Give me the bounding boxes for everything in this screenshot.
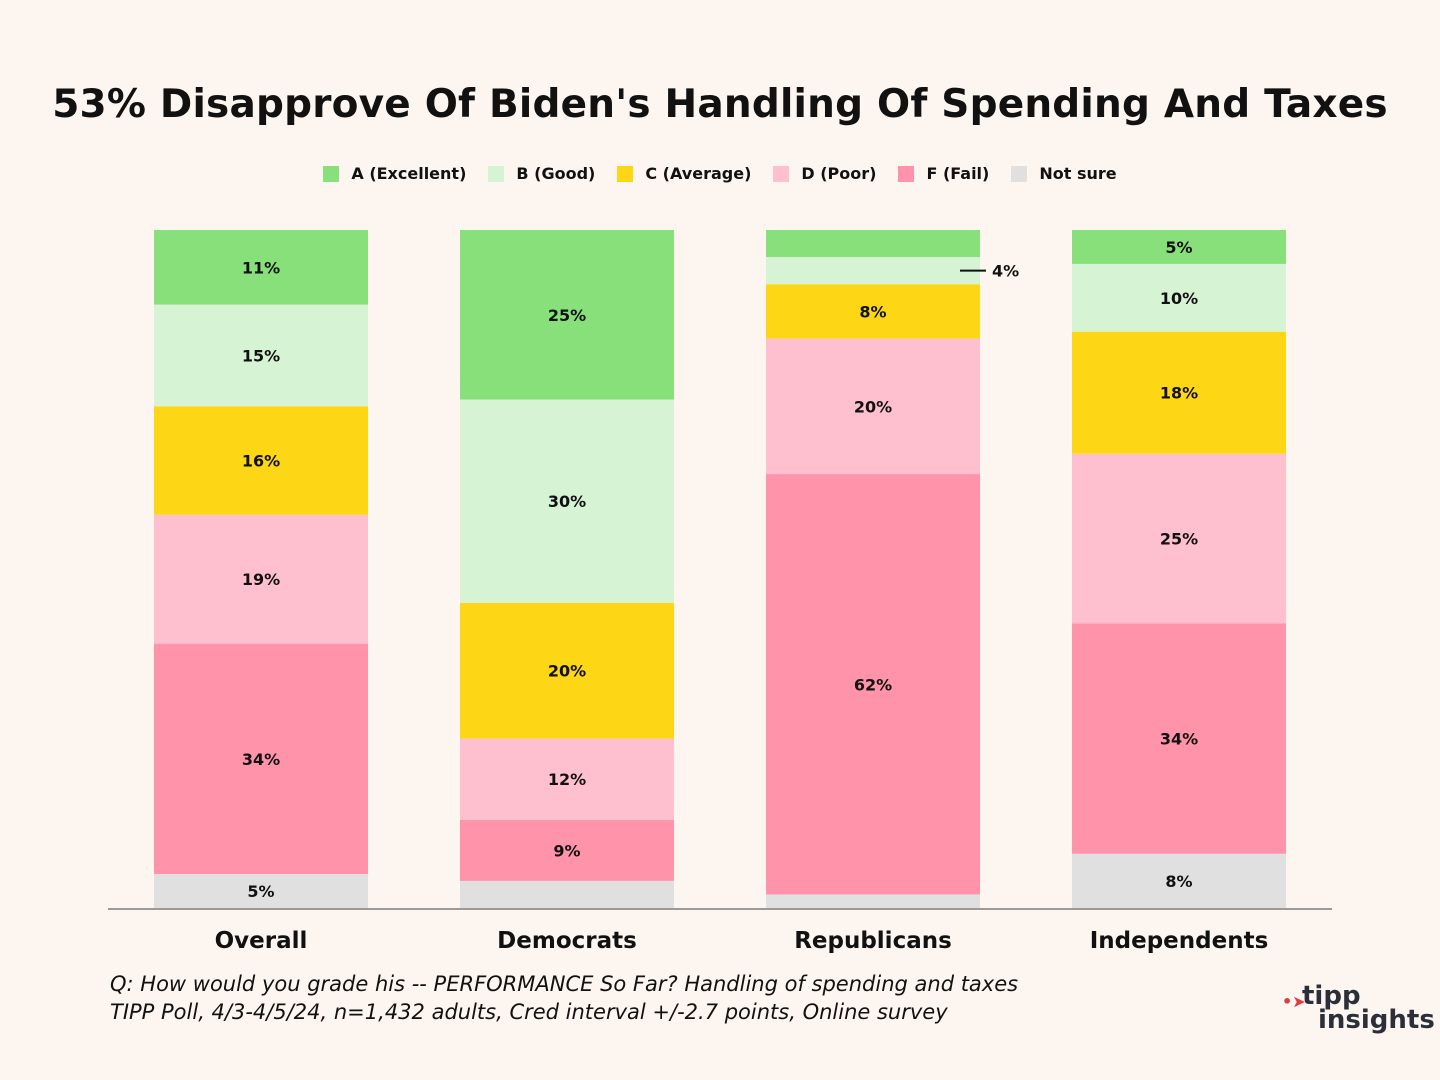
legend-label: A (Excellent) xyxy=(351,164,467,183)
category-label-independents: Independents xyxy=(1090,928,1269,954)
legend-label: D (Poor) xyxy=(801,164,877,183)
bar-segment-democrats-0 xyxy=(460,230,674,400)
data-label: 15% xyxy=(242,346,280,365)
data-label: 25% xyxy=(1160,529,1198,548)
data-label: 8% xyxy=(1165,872,1192,891)
bar-segment-republicans-2 xyxy=(766,284,980,339)
callout-label: 4% xyxy=(992,262,1019,281)
data-label: 9% xyxy=(553,841,580,860)
data-label: 34% xyxy=(242,750,280,769)
footnote-question: Q: How would you grade his -- PERFORMANC… xyxy=(110,972,1019,996)
legend-item-0: A (Excellent) xyxy=(323,164,466,183)
bar-segment-overall-1 xyxy=(154,304,368,407)
legend-item-2: C (Average) xyxy=(617,164,751,183)
category-label-overall: Overall xyxy=(215,928,308,954)
legend-swatch xyxy=(488,165,505,182)
bar-segment-republicans-1 xyxy=(766,257,980,285)
data-label: 18% xyxy=(1160,384,1198,403)
legend-swatch xyxy=(617,165,634,182)
bar-segment-democrats-5 xyxy=(460,880,674,908)
bar-segment-overall-2 xyxy=(154,406,368,515)
legend: A (Excellent) B (Good) C (Average) D (Poor)… xyxy=(0,164,1440,183)
bar-segment-independents-2 xyxy=(1072,331,1286,454)
bar-segment-democrats-4 xyxy=(460,819,674,881)
legend-label: Not sure xyxy=(1039,164,1117,183)
bar-segment-democrats-3 xyxy=(460,738,674,820)
bar-segment-overall-5 xyxy=(154,874,368,908)
data-label: 62% xyxy=(854,675,892,694)
bar-segment-republicans-3 xyxy=(766,338,980,475)
legend-label: F (Fail) xyxy=(926,164,990,183)
bar-segment-republicans-0 xyxy=(766,230,980,258)
legend-label: B (Good) xyxy=(516,164,596,183)
data-label: 34% xyxy=(1160,730,1198,749)
data-label: 19% xyxy=(242,570,280,589)
legend-swatch xyxy=(1011,165,1028,182)
legend-item-3: D (Poor) xyxy=(773,164,876,183)
bar-segment-democrats-2 xyxy=(460,602,674,739)
data-label: 16% xyxy=(242,452,280,471)
bar-segment-independents-3 xyxy=(1072,453,1286,624)
logo-word-tipp: tipp xyxy=(1302,981,1361,1011)
data-label: 10% xyxy=(1160,289,1198,308)
legend-item-1: B (Good) xyxy=(488,164,595,183)
data-label: 11% xyxy=(242,258,280,277)
legend-swatch xyxy=(323,165,340,182)
legend-label: C (Average) xyxy=(645,164,752,183)
data-label: 25% xyxy=(548,306,586,325)
bar-segment-overall-3 xyxy=(154,514,368,644)
tipp-insights-logo: •➤ tipp insights xyxy=(1282,981,1435,1036)
chart-title: 53% Disapprove Of Biden's Handling Of Sp… xyxy=(52,82,1388,127)
data-label: 12% xyxy=(548,770,586,789)
data-label: 5% xyxy=(247,882,274,901)
category-label-republicans: Republicans xyxy=(794,928,952,954)
bar-segment-overall-0 xyxy=(154,230,368,305)
data-label: 5% xyxy=(1165,238,1192,257)
footnote: Q: How would you grade his -- PERFORMANC… xyxy=(110,970,1018,1026)
bar-segment-republicans-5 xyxy=(766,894,980,908)
logo-arrow-icon: •➤ xyxy=(1282,992,1306,1011)
legend-swatch xyxy=(898,165,915,182)
legend-item-5: Not sure xyxy=(1011,164,1117,183)
bar-segment-democrats-1 xyxy=(460,399,674,603)
data-label: 30% xyxy=(548,492,586,511)
data-label: 8% xyxy=(859,302,886,321)
bar-segment-republicans-4 xyxy=(766,474,980,895)
logo-word-insights: insights xyxy=(1318,1005,1435,1035)
bar-segment-independents-5 xyxy=(1072,853,1286,908)
data-label: 20% xyxy=(854,397,892,416)
legend-swatch xyxy=(773,165,790,182)
bar-segment-independents-4 xyxy=(1072,623,1286,854)
bar-segment-independents-0 xyxy=(1072,230,1286,264)
data-label: 20% xyxy=(548,662,586,681)
bar-segment-overall-4 xyxy=(154,643,368,875)
legend-item-4: F (Fail) xyxy=(898,164,989,183)
footnote-source: TIPP Poll, 4/3-4/5/24, n=1,432 adults, C… xyxy=(110,1000,948,1024)
category-label-democrats: Democrats xyxy=(497,928,637,954)
bar-segment-independents-1 xyxy=(1072,263,1286,332)
